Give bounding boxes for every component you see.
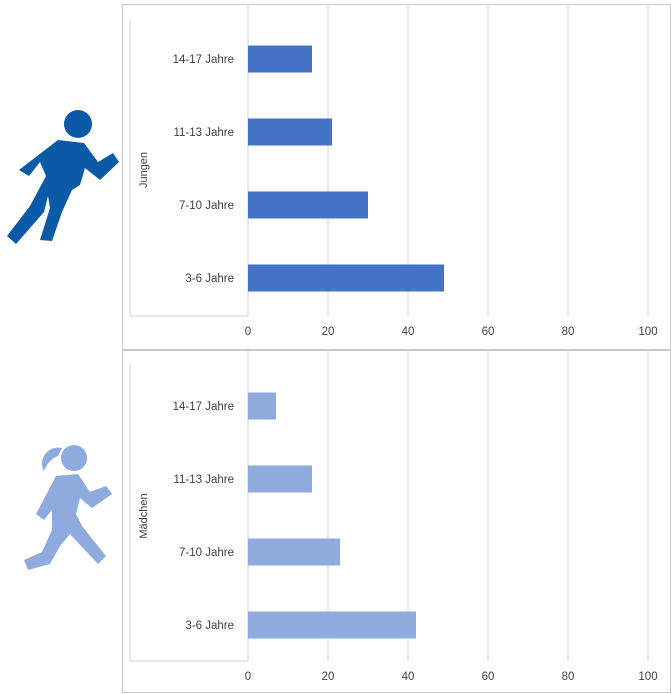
category-label: 3-6 Jahre bbox=[185, 273, 234, 285]
boys-chart-panel: Jungen 0 20 40 60 80 100 14-17 Jahre 11-13 Jahr… bbox=[7, 4, 671, 350]
boys-bar-chart: Jungen 0 20 40 60 80 100 14-17 Jahre 11-13 Jahr… bbox=[7, 4, 671, 350]
girls-bar bbox=[248, 611, 416, 639]
girls-bar bbox=[248, 392, 276, 420]
x-tick-label: 60 bbox=[482, 671, 495, 683]
category-label: 11-13 Jahre bbox=[173, 127, 234, 139]
running-girl-icon bbox=[24, 445, 112, 570]
category-label: 3-6 Jahre bbox=[185, 620, 234, 632]
category-label: 7-10 Jahre bbox=[179, 200, 234, 212]
boys-bar bbox=[248, 45, 312, 73]
x-tick-label: 0 bbox=[245, 671, 251, 683]
x-tick-label: 40 bbox=[402, 671, 415, 683]
girls-chart-panel: Mädchen 0 20 40 60 80 100 14-17 Jahre 11-13 Jah… bbox=[0, 350, 671, 694]
running-boy-icon bbox=[7, 110, 119, 244]
group-label-jungen: Jungen bbox=[138, 152, 150, 188]
x-tick-label: 100 bbox=[638, 326, 657, 338]
x-tick-label: 20 bbox=[322, 671, 335, 683]
girls-bar bbox=[248, 465, 312, 493]
boys-bar bbox=[248, 191, 368, 219]
x-tick-label: 80 bbox=[562, 326, 575, 338]
category-label: 7-10 Jahre bbox=[179, 547, 234, 559]
x-tick-label: 0 bbox=[245, 326, 251, 338]
x-tick-label: 60 bbox=[482, 326, 495, 338]
x-tick-label: 20 bbox=[322, 326, 335, 338]
girls-bar bbox=[248, 538, 340, 566]
category-label: 11-13 Jahre bbox=[173, 474, 234, 486]
x-tick-label: 40 bbox=[402, 326, 415, 338]
boys-bar bbox=[248, 118, 332, 146]
x-tick-label: 80 bbox=[562, 671, 575, 683]
category-label: 14-17 Jahre bbox=[173, 401, 234, 413]
girls-bar-chart: Mädchen 0 20 40 60 80 100 14-17 Jahre 11-13 Jah… bbox=[24, 350, 671, 693]
category-label: 14-17 Jahre bbox=[173, 54, 234, 66]
group-label-maedchen: Mädchen bbox=[138, 493, 150, 538]
x-tick-label: 100 bbox=[638, 671, 657, 683]
boys-bar bbox=[248, 264, 444, 292]
